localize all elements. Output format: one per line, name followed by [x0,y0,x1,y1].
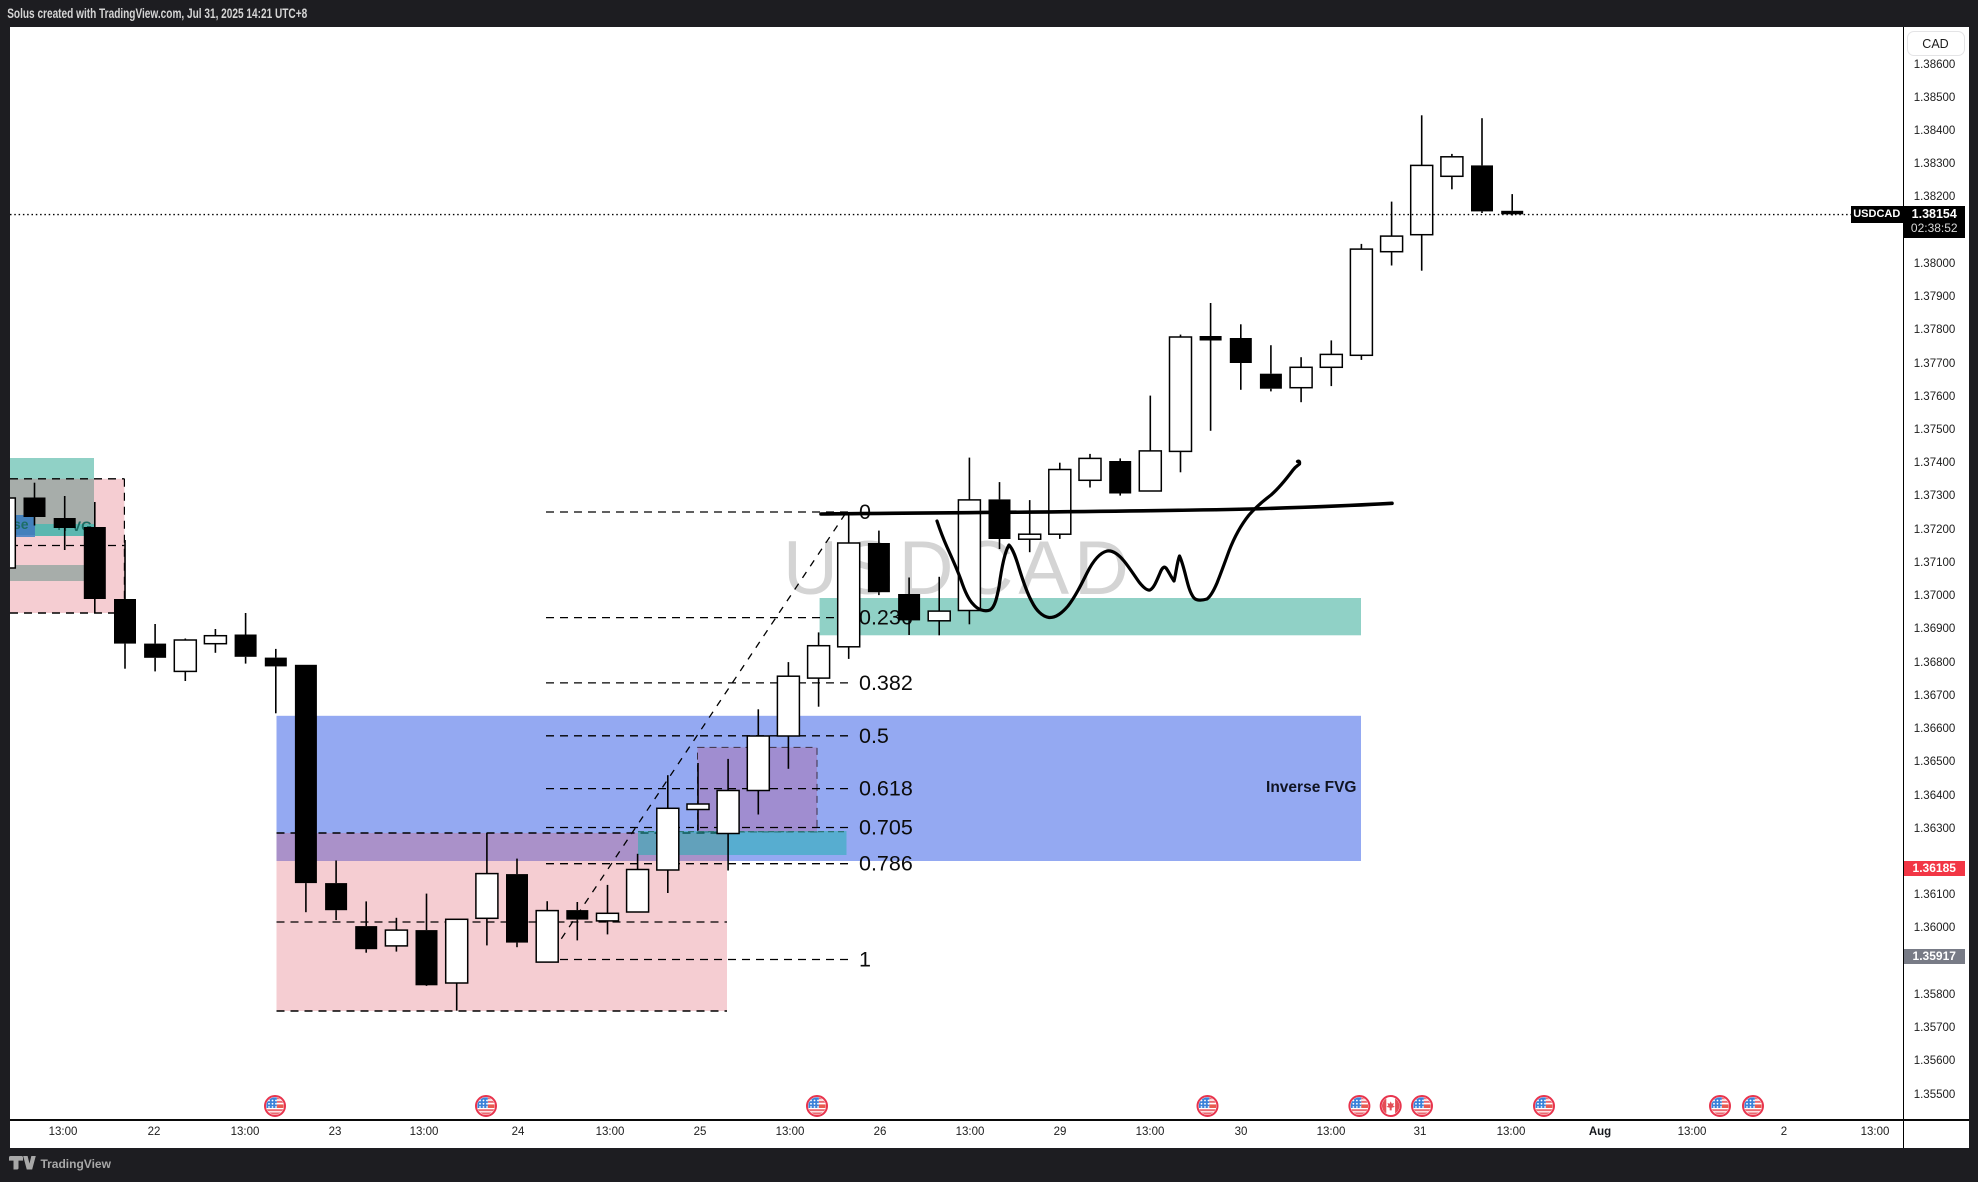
svg-text:Inverse FVG: Inverse FVG [1266,779,1356,796]
svg-text:se: se [13,516,29,532]
svg-text:0.5: 0.5 [859,724,889,748]
svg-text:1: 1 [859,948,871,972]
svg-text:0.382: 0.382 [859,671,913,695]
svg-text:0.618: 0.618 [859,777,913,801]
svg-text:0.705: 0.705 [859,816,913,840]
svg-text:0.786: 0.786 [859,852,913,876]
